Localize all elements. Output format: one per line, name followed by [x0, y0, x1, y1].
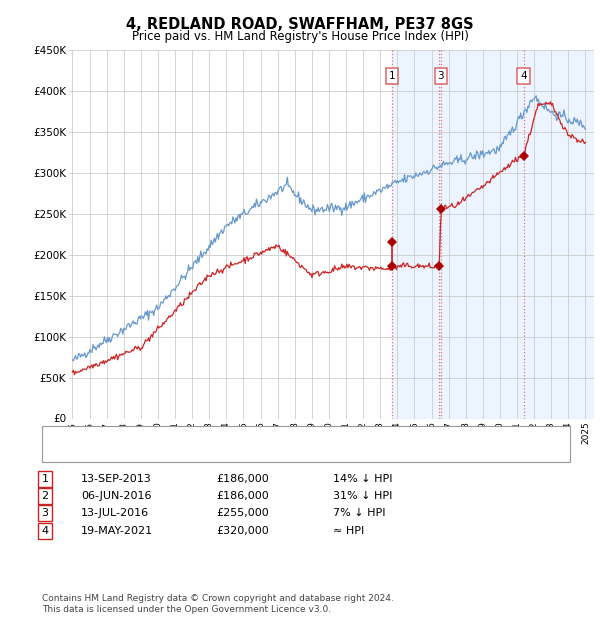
Text: £255,000: £255,000	[216, 508, 269, 518]
Text: 4: 4	[41, 526, 49, 536]
Text: ≈ HPI: ≈ HPI	[333, 526, 364, 536]
Text: 19-MAY-2021: 19-MAY-2021	[81, 526, 153, 536]
Text: 2: 2	[41, 491, 49, 501]
Text: This data is licensed under the Open Government Licence v3.0.: This data is licensed under the Open Gov…	[42, 604, 331, 614]
Text: 4, REDLAND ROAD, SWAFFHAM, PE37 8GS (detached house): 4, REDLAND ROAD, SWAFFHAM, PE37 8GS (det…	[75, 431, 390, 441]
Text: 13-SEP-2013: 13-SEP-2013	[81, 474, 152, 484]
Text: 3: 3	[41, 508, 49, 518]
Text: 14% ↓ HPI: 14% ↓ HPI	[333, 474, 392, 484]
Text: 1: 1	[41, 474, 49, 484]
Text: —: —	[54, 428, 70, 443]
Text: 7% ↓ HPI: 7% ↓ HPI	[333, 508, 386, 518]
Text: 4, REDLAND ROAD, SWAFFHAM, PE37 8GS: 4, REDLAND ROAD, SWAFFHAM, PE37 8GS	[126, 17, 474, 32]
Text: Price paid vs. HM Land Registry's House Price Index (HPI): Price paid vs. HM Land Registry's House …	[131, 30, 469, 43]
Text: 13-JUL-2016: 13-JUL-2016	[81, 508, 149, 518]
Text: £320,000: £320,000	[216, 526, 269, 536]
Text: Contains HM Land Registry data © Crown copyright and database right 2024.: Contains HM Land Registry data © Crown c…	[42, 593, 394, 603]
Text: 3: 3	[437, 71, 444, 81]
Bar	[392, 50, 594, 419]
Text: 06-JUN-2016: 06-JUN-2016	[81, 491, 151, 501]
Text: 1: 1	[389, 71, 395, 81]
Text: —: —	[54, 445, 70, 461]
Text: 31% ↓ HPI: 31% ↓ HPI	[333, 491, 392, 501]
Text: HPI: Average price, detached house, Breckland: HPI: Average price, detached house, Brec…	[75, 448, 320, 458]
Text: 4: 4	[520, 71, 527, 81]
Text: £186,000: £186,000	[216, 491, 269, 501]
Text: £186,000: £186,000	[216, 474, 269, 484]
